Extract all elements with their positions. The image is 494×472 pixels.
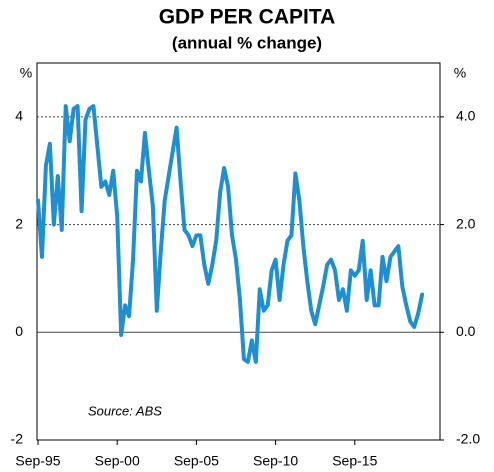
chart-subtitle: (annual % change) [172,33,322,52]
y2-tick-label: -2.0 [456,431,480,447]
x-tick-label: Sep-95 [15,453,60,469]
annotation: Source: ABS [88,403,162,418]
y2-tick-label: 0.0 [456,323,476,339]
chart-title: GDP PER CAPITA [159,6,336,29]
data-line [36,104,425,364]
plot-frame [36,62,441,441]
x-tick-label: Sep-00 [95,453,140,469]
y2-tick-label: 4.0 [456,108,476,124]
y-tick-label: 4 [15,108,23,124]
x-tick-label: Sep-05 [174,453,219,469]
y-axis-label: % [20,65,32,81]
x-tick-label: Sep-10 [253,453,298,469]
y-tick-label: -2 [11,431,24,447]
y2-tick-label: 2.0 [456,215,476,231]
y-tick-label: 2 [15,215,23,231]
x-tick-label: Sep-15 [332,453,377,469]
y-tick-label: 0 [15,323,23,339]
y2-axis-label: % [454,65,466,81]
